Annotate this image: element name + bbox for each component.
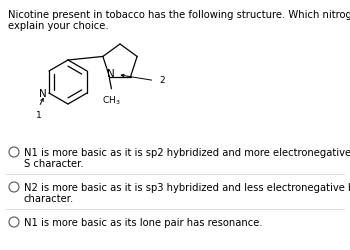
Text: 2: 2 [159,76,165,85]
Text: CH$_3$: CH$_3$ [102,94,121,107]
Text: Nicotine present in tobacco has the following structure. Which nitrogen is more : Nicotine present in tobacco has the foll… [8,10,350,20]
Text: 1: 1 [36,111,42,120]
Text: character.: character. [24,194,74,204]
Text: N2 is more basic as it is sp3 hybridized and less electronegative because of les: N2 is more basic as it is sp3 hybridized… [24,183,350,193]
Text: explain your choice.: explain your choice. [8,21,108,31]
Text: N: N [39,89,47,99]
Text: N1 is more basic as it is sp2 hybridized and more electronegative because of les: N1 is more basic as it is sp2 hybridized… [24,148,350,158]
Text: N1 is more basic as its lone pair has resonance.: N1 is more basic as its lone pair has re… [24,218,262,228]
Text: N: N [106,68,114,78]
Text: S character.: S character. [24,159,84,169]
